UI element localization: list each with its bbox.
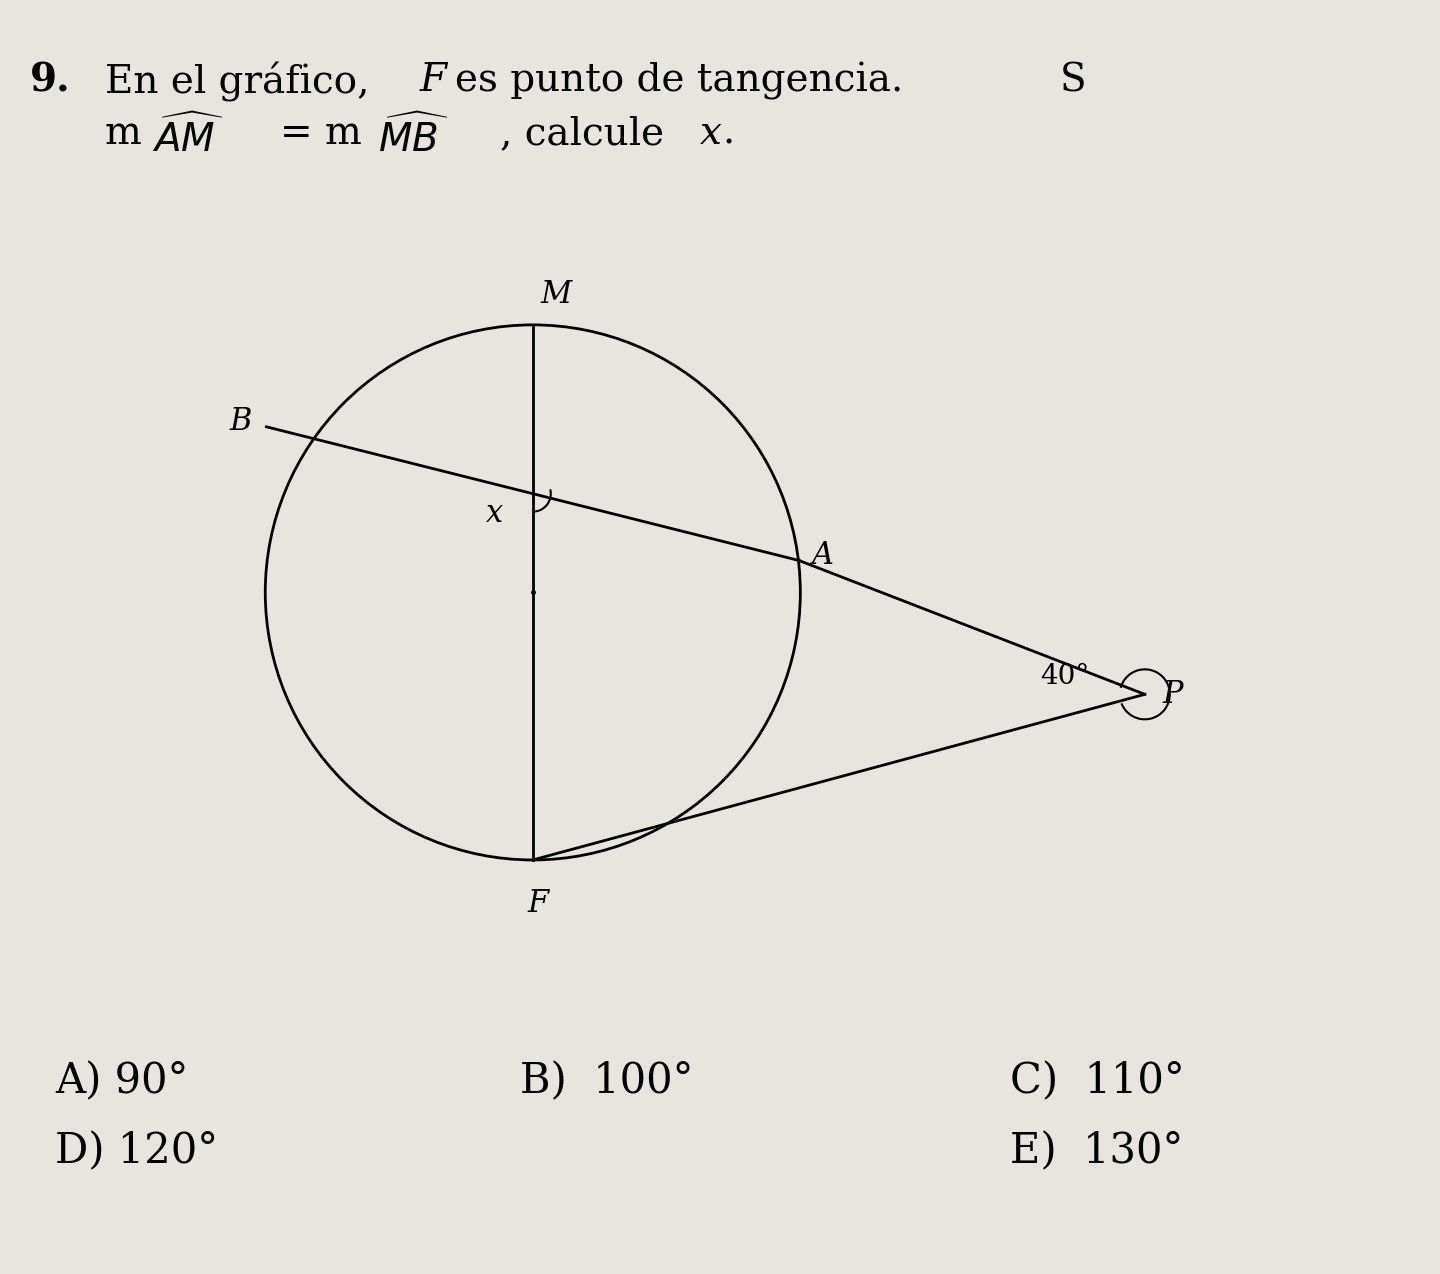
Text: $\widehat{AM}$: $\widehat{AM}$	[153, 115, 223, 161]
Text: P: P	[1164, 679, 1184, 710]
Text: es punto de tangencia.: es punto de tangencia.	[455, 62, 903, 99]
Text: F: F	[420, 62, 446, 99]
Text: x: x	[700, 115, 721, 152]
Text: En el gráfico,: En el gráfico,	[105, 62, 370, 102]
Text: 9.: 9.	[30, 62, 71, 99]
Text: S: S	[1060, 62, 1087, 99]
Text: x: x	[487, 498, 504, 529]
Text: A) 90°: A) 90°	[55, 1060, 189, 1102]
Text: .: .	[721, 115, 734, 152]
Text: , calcule: , calcule	[500, 115, 664, 152]
Text: m: m	[105, 115, 143, 152]
Text: B)  100°: B) 100°	[520, 1060, 694, 1102]
Text: E)  130°: E) 130°	[1009, 1130, 1184, 1172]
Text: $\widehat{MB}$: $\widehat{MB}$	[377, 115, 448, 161]
Text: 40°: 40°	[1041, 662, 1090, 689]
Text: F: F	[527, 888, 549, 919]
Text: = m: = m	[279, 115, 361, 152]
Text: M: M	[541, 279, 572, 310]
Text: C)  110°: C) 110°	[1009, 1060, 1185, 1102]
Text: A: A	[811, 540, 834, 571]
Text: D) 120°: D) 120°	[55, 1130, 217, 1172]
Text: B: B	[229, 406, 252, 437]
